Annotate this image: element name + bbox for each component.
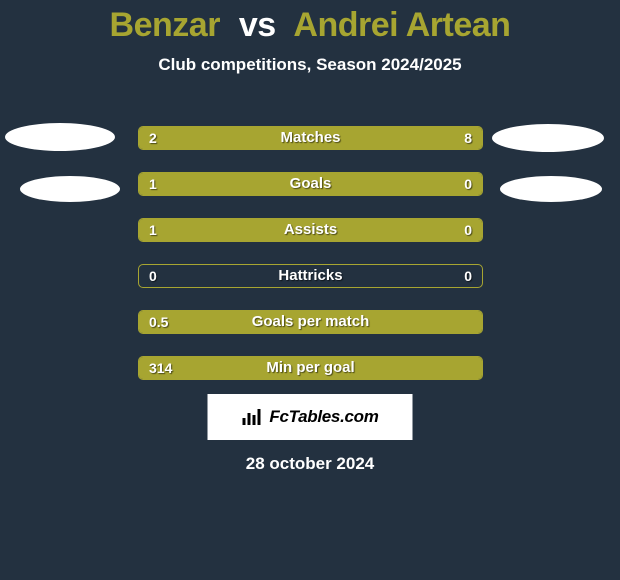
brand-text: FcTables.com (269, 407, 378, 427)
stat-value-right: 0 (464, 219, 472, 241)
player2-name: Andrei Artean (293, 6, 510, 44)
stats-chart: 2Matches81Goals01Assists00Hattricks00.5G… (138, 126, 483, 402)
stat-row: 1Goals0 (138, 172, 483, 196)
chart-icon (241, 408, 263, 426)
stat-label: Goals per match (139, 311, 482, 333)
stat-value-right: 0 (464, 173, 472, 195)
stat-row: 2Matches8 (138, 126, 483, 150)
versus-text: vs (239, 6, 276, 44)
player1-name: Benzar (110, 6, 220, 44)
subtitle-text: Club competitions, Season 2024/2025 (0, 55, 620, 75)
stat-value-right: 0 (464, 265, 472, 287)
stat-value-right: 8 (464, 127, 472, 149)
decor-ellipse (492, 124, 604, 152)
date-text: 28 october 2024 (0, 454, 620, 474)
stat-label: Assists (139, 219, 482, 241)
decor-ellipse (5, 123, 115, 151)
stat-row: 0Hattricks0 (138, 264, 483, 288)
decor-ellipse (20, 176, 120, 202)
page-title: Benzar vs Andrei Artean (0, 0, 620, 45)
stat-label: Hattricks (139, 265, 482, 287)
comparison-infographic: Benzar vs Andrei Artean Club competition… (0, 0, 620, 580)
stat-row: 1Assists0 (138, 218, 483, 242)
stat-label: Min per goal (139, 357, 482, 379)
stat-label: Matches (139, 127, 482, 149)
decor-ellipse (500, 176, 602, 202)
stat-row: 0.5Goals per match (138, 310, 483, 334)
stat-label: Goals (139, 173, 482, 195)
stat-row: 314Min per goal (138, 356, 483, 380)
brand-badge: FcTables.com (208, 394, 413, 440)
